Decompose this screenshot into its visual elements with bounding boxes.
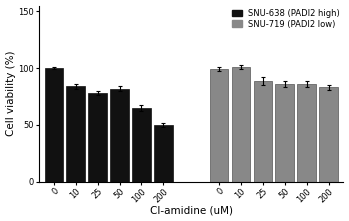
Legend: SNU-638 (PADI2 high), SNU-719 (PADI2 low): SNU-638 (PADI2 high), SNU-719 (PADI2 low… (230, 7, 342, 30)
Bar (232, 67, 250, 182)
Bar (154, 125, 173, 182)
X-axis label: Cl-amidine (uM): Cl-amidine (uM) (150, 206, 233, 215)
Bar (319, 87, 338, 182)
Bar (132, 108, 151, 182)
Bar (297, 84, 316, 182)
Bar (110, 89, 129, 182)
Bar (254, 81, 272, 182)
Y-axis label: Cell viability (%): Cell viability (%) (6, 51, 16, 136)
Bar (210, 69, 228, 182)
Bar (88, 93, 107, 182)
Bar (45, 68, 63, 182)
Bar (275, 84, 294, 182)
Bar (66, 86, 85, 182)
